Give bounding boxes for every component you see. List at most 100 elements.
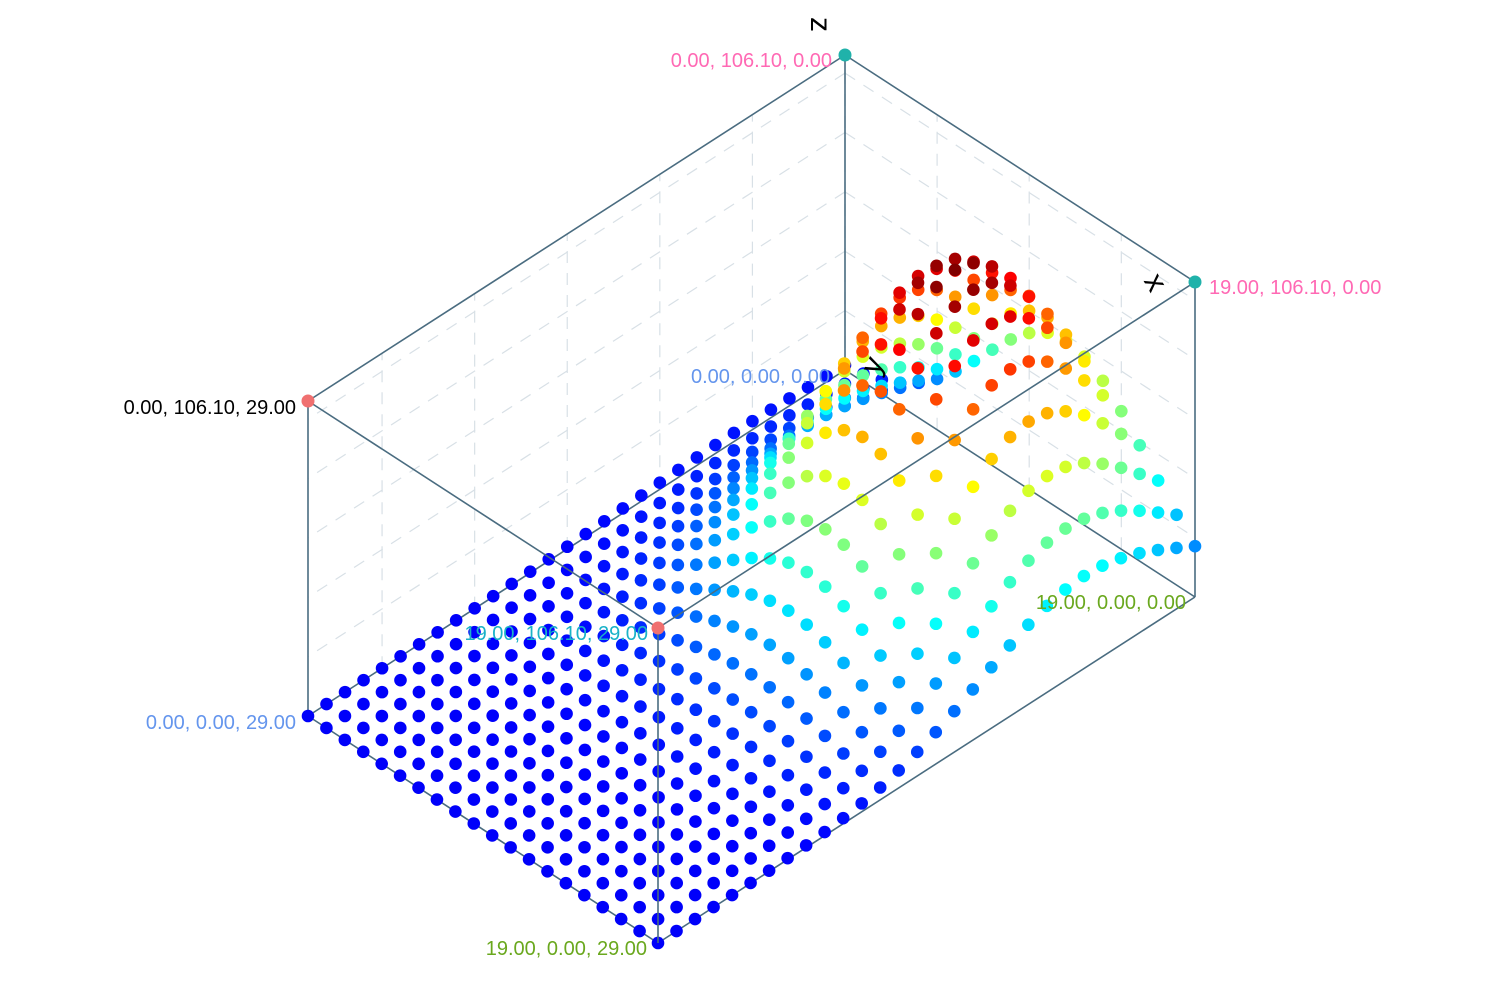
data-point <box>1096 457 1109 471</box>
data-point <box>467 697 481 711</box>
data-point <box>727 444 741 457</box>
data-point <box>616 523 629 537</box>
data-point <box>1059 405 1072 418</box>
data-point <box>1022 415 1035 428</box>
data-point <box>948 300 962 313</box>
data-point <box>746 414 759 428</box>
data-point <box>522 829 536 842</box>
data-point <box>690 519 703 533</box>
data-point <box>431 649 444 663</box>
data-point <box>449 709 463 723</box>
data-point <box>689 582 703 596</box>
data-point <box>800 618 814 631</box>
data-point <box>985 529 998 542</box>
data-point <box>670 750 684 763</box>
data-point <box>689 733 703 747</box>
data-point <box>633 924 646 938</box>
data-point <box>763 785 776 799</box>
data-point <box>966 556 980 570</box>
box-edge <box>657 596 1196 944</box>
bounding-box-front <box>307 281 1196 943</box>
data-point <box>431 697 444 711</box>
grid-lines <box>307 55 1196 669</box>
data-point <box>541 768 555 782</box>
data-point <box>855 764 869 778</box>
data-point <box>947 704 961 718</box>
data-point <box>1114 461 1128 475</box>
data-point <box>449 805 462 818</box>
data-point <box>393 769 407 783</box>
data-point <box>393 721 407 735</box>
data-point <box>725 839 739 853</box>
data-point <box>726 727 739 740</box>
data-point <box>819 384 833 398</box>
data-point <box>929 677 943 690</box>
data-point <box>1133 546 1146 560</box>
data-point <box>467 793 481 806</box>
data-point <box>801 398 815 411</box>
data-point <box>671 606 684 619</box>
data-point <box>855 560 869 573</box>
data-point <box>745 627 758 641</box>
data-point <box>746 431 759 445</box>
data-point <box>338 733 352 747</box>
data-point <box>633 778 647 792</box>
data-point <box>523 757 536 770</box>
data-point <box>671 519 685 533</box>
data-point <box>578 816 591 830</box>
corner-marker <box>301 394 315 408</box>
data-point <box>985 288 999 302</box>
data-point <box>689 840 702 853</box>
data-point <box>449 733 462 747</box>
data-point <box>578 718 592 732</box>
data-point <box>671 581 685 594</box>
data-point <box>1114 551 1128 565</box>
data-point <box>910 745 924 759</box>
data-point <box>523 636 537 650</box>
data-point <box>578 669 592 682</box>
data-point <box>614 912 628 926</box>
data-point <box>634 596 648 610</box>
data-point <box>560 731 573 745</box>
data-point <box>596 852 610 866</box>
data-point <box>893 360 907 374</box>
data-point <box>375 757 388 771</box>
data-point <box>689 558 703 571</box>
data-point <box>653 496 667 510</box>
data-point <box>634 573 648 587</box>
data-point <box>948 651 961 665</box>
data-point <box>745 497 759 511</box>
data-point <box>689 610 703 623</box>
data-point <box>670 852 684 866</box>
data-point <box>781 651 795 665</box>
data-point <box>467 721 481 735</box>
data-point <box>633 900 646 914</box>
data-point <box>523 589 537 602</box>
data-point <box>818 729 832 743</box>
data-point <box>744 705 758 719</box>
data-point <box>412 733 426 747</box>
data-point <box>782 476 795 489</box>
data-point <box>726 527 740 541</box>
corner-marker <box>651 621 665 635</box>
data-point <box>892 724 906 738</box>
data-point <box>764 433 778 446</box>
data-point <box>911 276 925 290</box>
data-point <box>911 361 925 375</box>
data-point <box>689 672 703 685</box>
data-point <box>763 515 777 528</box>
data-point <box>671 483 685 496</box>
data-point <box>615 638 629 652</box>
data-point <box>1003 639 1017 652</box>
data-point <box>504 817 518 830</box>
data-point <box>745 471 759 485</box>
data-point <box>560 658 574 672</box>
data-point <box>542 576 555 590</box>
data-point <box>781 768 795 782</box>
data-point <box>670 828 684 841</box>
data-point <box>633 852 647 866</box>
data-point <box>670 924 683 938</box>
data-point <box>763 467 777 481</box>
data-point <box>597 755 610 768</box>
